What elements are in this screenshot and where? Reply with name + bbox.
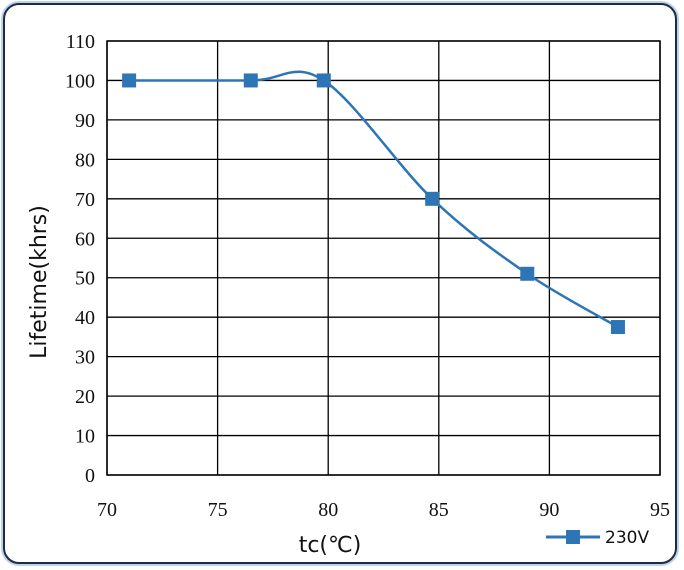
y-tick-label: 100 bbox=[65, 70, 95, 92]
y-tick-label: 20 bbox=[75, 386, 95, 408]
y-tick-label: 90 bbox=[75, 110, 95, 132]
x-tick-label: 85 bbox=[429, 499, 449, 521]
x-tick-label: 70 bbox=[97, 499, 117, 521]
y-tick-label: 110 bbox=[66, 31, 95, 53]
y-tick-label: 30 bbox=[75, 347, 95, 369]
y-tick-label: 60 bbox=[75, 228, 95, 250]
y-tick-label: 40 bbox=[75, 307, 95, 329]
series-layer bbox=[122, 70, 625, 335]
y-tick-label: 80 bbox=[75, 149, 95, 171]
x-axis-label: tc(℃) bbox=[299, 533, 362, 558]
data-point-marker bbox=[122, 73, 137, 88]
data-point-marker bbox=[316, 73, 331, 88]
y-axis-label: Lifetime(khrs) bbox=[27, 205, 52, 359]
data-point-marker bbox=[520, 266, 535, 281]
y-tick-label: 70 bbox=[75, 189, 95, 211]
legend-marker bbox=[566, 530, 580, 544]
legend-label: 230V bbox=[605, 528, 649, 548]
y-tick-label: 0 bbox=[85, 465, 95, 487]
plot-border bbox=[106, 40, 661, 476]
tick-labels: 0 10 20 30 40 50 60 70 80 90 100 110 70 75 80 85 90 95 bbox=[65, 31, 670, 521]
data-point-marker bbox=[610, 320, 625, 335]
y-tick-label: 10 bbox=[75, 426, 95, 448]
x-tick-label: 95 bbox=[650, 499, 670, 521]
grid bbox=[106, 40, 661, 476]
x-tick-label: 80 bbox=[318, 499, 338, 521]
x-tick-label: 75 bbox=[208, 499, 228, 521]
chart-frame bbox=[3, 3, 677, 564]
data-point-marker bbox=[243, 73, 258, 88]
legend: 230V bbox=[546, 528, 649, 548]
y-tick-label: 50 bbox=[75, 268, 95, 290]
x-tick-label: 90 bbox=[539, 499, 559, 521]
data-point-marker bbox=[425, 191, 440, 206]
